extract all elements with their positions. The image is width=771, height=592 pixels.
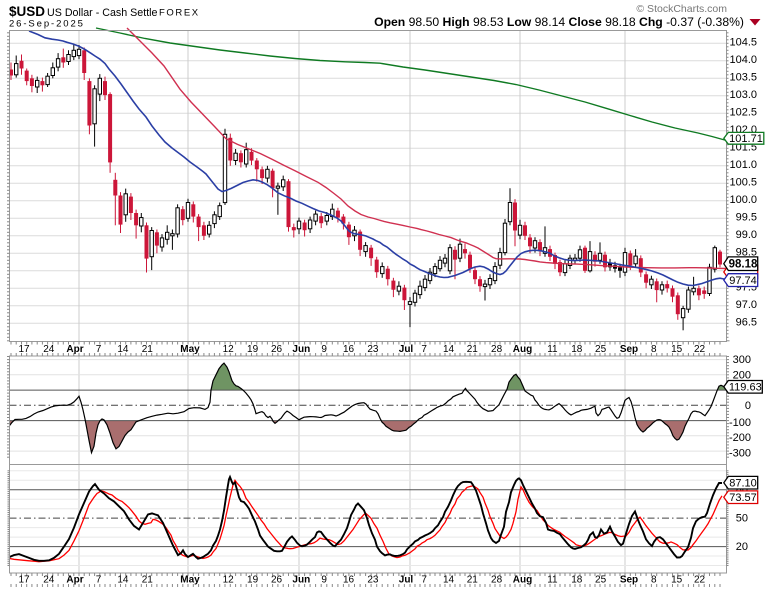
svg-text:17: 17: [18, 575, 30, 586]
svg-text:96.5: 96.5: [736, 317, 757, 329]
svg-text:97.74: 97.74: [729, 275, 757, 287]
svg-text:18: 18: [571, 344, 583, 355]
svg-text:7: 7: [421, 344, 427, 355]
svg-text:16: 16: [343, 575, 355, 586]
svg-text:97.0: 97.0: [736, 299, 757, 311]
svg-text:20: 20: [736, 541, 748, 553]
svg-text:101.71: 101.71: [729, 133, 763, 145]
svg-text:0: 0: [745, 400, 751, 412]
svg-text:Jul: Jul: [399, 575, 414, 586]
svg-text:26-Sep-2025: 26-Sep-2025: [9, 19, 85, 30]
svg-text:15: 15: [671, 575, 683, 586]
svg-text:103.0: 103.0: [729, 89, 757, 101]
svg-text:98.5: 98.5: [736, 247, 757, 259]
svg-text:26: 26: [271, 575, 283, 586]
svg-text:22: 22: [694, 344, 706, 355]
svg-text:Jun: Jun: [292, 575, 310, 586]
svg-text:FOREX: FOREX: [159, 8, 200, 19]
svg-text:9: 9: [321, 575, 327, 586]
svg-text:23: 23: [367, 344, 379, 355]
svg-text:9: 9: [321, 344, 327, 355]
svg-text:-200: -200: [729, 432, 751, 444]
svg-text:Jul: Jul: [399, 344, 414, 355]
svg-text:14: 14: [117, 575, 129, 586]
svg-text:102.5: 102.5: [729, 107, 757, 119]
svg-text:Open 98.50 High 98.53 Low 98.1: Open 98.50 High 98.53 Low 98.14 Close 98…: [374, 15, 744, 29]
svg-text:22: 22: [694, 575, 706, 586]
svg-text:Sep: Sep: [620, 575, 638, 586]
svg-text:8: 8: [651, 344, 657, 355]
svg-text:103.5: 103.5: [729, 72, 757, 84]
svg-text:100.0: 100.0: [729, 194, 757, 206]
svg-text:17: 17: [18, 344, 30, 355]
svg-text:119.63: 119.63: [729, 382, 762, 394]
svg-text:21: 21: [467, 575, 479, 586]
svg-text:26: 26: [271, 344, 283, 355]
svg-text:12: 12: [223, 344, 235, 355]
svg-text:7: 7: [421, 575, 427, 586]
svg-text:24: 24: [43, 344, 55, 355]
svg-text:18: 18: [571, 575, 583, 586]
svg-text:200: 200: [733, 369, 751, 381]
svg-text:Apr: Apr: [66, 575, 83, 586]
svg-text:15: 15: [671, 344, 683, 355]
svg-text:21: 21: [467, 344, 479, 355]
svg-text:101.0: 101.0: [729, 159, 757, 171]
svg-text:87.10: 87.10: [729, 478, 757, 490]
svg-text:104.5: 104.5: [729, 37, 757, 49]
svg-text:25: 25: [595, 575, 607, 586]
svg-text:US Dollar - Cash Settle: US Dollar - Cash Settle: [47, 7, 158, 19]
svg-text:Apr: Apr: [66, 344, 83, 355]
svg-text:12: 12: [223, 575, 235, 586]
svg-text:Aug: Aug: [513, 575, 532, 586]
svg-text:24: 24: [43, 575, 55, 586]
svg-text:23: 23: [367, 575, 379, 586]
svg-text:104.0: 104.0: [729, 54, 757, 66]
svg-text:21: 21: [142, 344, 154, 355]
svg-text:7: 7: [96, 575, 102, 586]
svg-text:19: 19: [247, 344, 259, 355]
svg-text:May: May: [180, 344, 200, 355]
svg-text:300: 300: [733, 354, 751, 366]
svg-text:16: 16: [343, 344, 355, 355]
svg-text:Aug: Aug: [513, 344, 532, 355]
svg-text:-300: -300: [729, 447, 751, 459]
svg-text:11: 11: [547, 344, 558, 355]
svg-text:8: 8: [651, 575, 657, 586]
svg-text:99.5: 99.5: [736, 212, 757, 224]
svg-text:-100: -100: [729, 417, 751, 429]
svg-text:7: 7: [96, 344, 102, 355]
svg-text:14: 14: [443, 344, 455, 355]
svg-text:$USD: $USD: [9, 4, 45, 19]
svg-text:98.18: 98.18: [729, 259, 758, 271]
svg-text:50: 50: [736, 513, 748, 525]
svg-text:28: 28: [491, 344, 503, 355]
svg-text:Sep: Sep: [620, 344, 638, 355]
svg-text:28: 28: [491, 575, 503, 586]
svg-text:11: 11: [547, 575, 558, 586]
svg-text:14: 14: [443, 575, 455, 586]
svg-text:25: 25: [595, 344, 607, 355]
svg-text:May: May: [180, 575, 200, 586]
svg-text:Jun: Jun: [292, 344, 310, 355]
svg-text:100.5: 100.5: [729, 177, 757, 189]
svg-text:73.57: 73.57: [729, 492, 757, 504]
svg-text:21: 21: [142, 575, 154, 586]
svg-text:© StockCharts.com: © StockCharts.com: [636, 3, 727, 15]
svg-text:19: 19: [247, 575, 259, 586]
svg-text:14: 14: [117, 344, 129, 355]
svg-text:99.0: 99.0: [736, 229, 757, 241]
